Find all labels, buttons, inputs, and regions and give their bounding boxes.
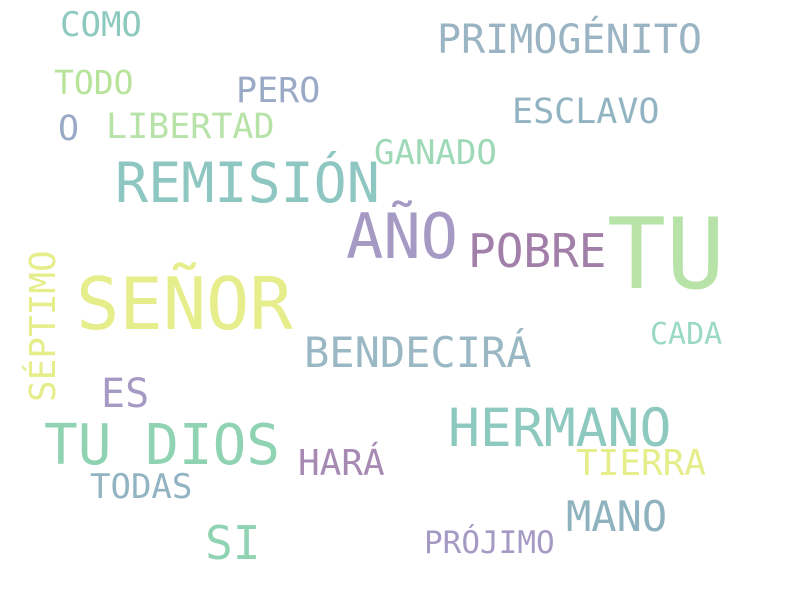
word-ganado: GANADO	[374, 133, 497, 173]
word-cada: CADA	[650, 317, 723, 352]
word-hermano: HERMANO	[448, 398, 672, 459]
word-si: SI	[205, 516, 261, 570]
word-esclavo: ESCLAVO	[512, 92, 660, 132]
word-tu-dios: TU DIOS	[44, 413, 281, 478]
word-senor: SEÑOR	[76, 262, 293, 346]
word-ano: AÑO	[346, 200, 458, 273]
word-bendecira: BENDECIRÁ	[304, 328, 532, 377]
word-todas: TODAS	[90, 467, 193, 507]
word-primogenito: PRIMOGÉNITO	[437, 17, 702, 63]
word-remision: REMISIÓN	[115, 151, 380, 215]
word-pero: PERO	[236, 71, 321, 111]
word-o: O	[58, 109, 80, 149]
word-mano: MANO	[566, 492, 668, 541]
word-hara: HARÁ	[298, 443, 385, 484]
word-como: COMO	[60, 5, 142, 45]
word-septimo: SÉPTIMO	[23, 250, 64, 402]
word-es: ES	[101, 371, 150, 417]
word-libertad: LIBERTAD	[106, 107, 275, 147]
word-tierra: TIERRA	[576, 443, 707, 484]
word-projimo: PRÓJIMO	[424, 525, 555, 561]
word-pobre: POBRE	[468, 224, 607, 278]
word-tu: TU	[607, 198, 726, 312]
word-todo: TODO	[54, 63, 134, 102]
